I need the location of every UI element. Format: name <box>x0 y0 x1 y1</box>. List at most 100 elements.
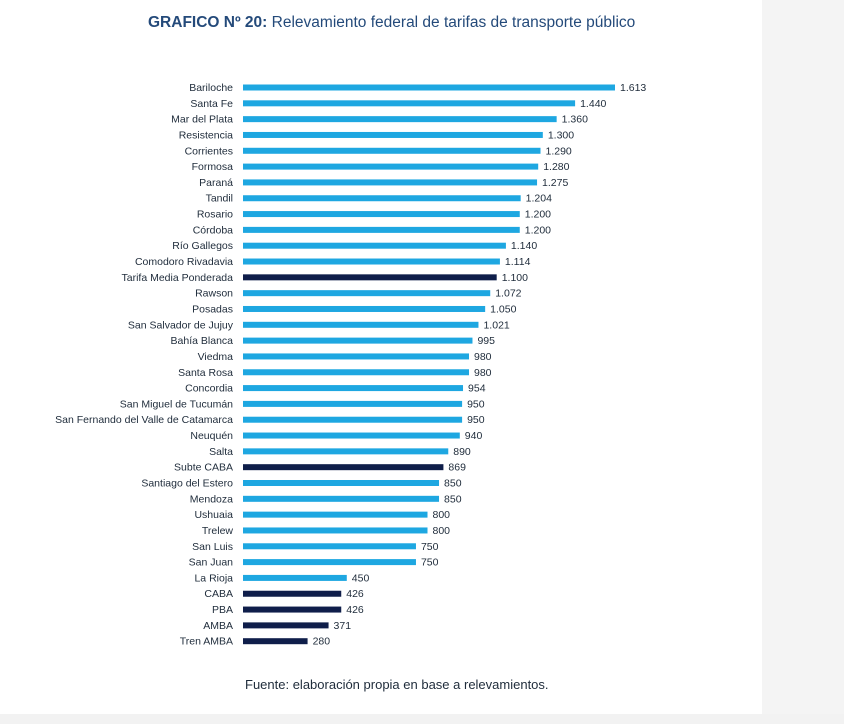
chart-title-prefix: GRAFICO Nº 20: <box>148 14 268 31</box>
bar-posadas <box>243 305 486 312</box>
category-label-posadas: Posadas <box>192 303 233 315</box>
bar-pba <box>243 606 342 613</box>
bar-santiago-del-estero <box>243 480 440 486</box>
value-label-san-salvador-de-jujuy: 1.021 <box>483 319 509 331</box>
bar-santa-rosa <box>243 369 470 376</box>
bar-comodoro-rivadavia <box>243 258 500 265</box>
bar-san-miguel-de-tucuman <box>243 400 463 407</box>
value-label-tren-amba: 280 <box>313 636 331 648</box>
bar-cordoba <box>243 226 520 233</box>
value-label-san-fernando-del-valle-de-catamarca: 950 <box>467 414 485 426</box>
category-label-amba: AMBA <box>203 620 233 632</box>
value-label-trelew: 800 <box>433 525 451 537</box>
bar-san-salvador-de-jujuy <box>243 321 479 328</box>
page-bottom-strip <box>0 714 844 724</box>
category-label-neuquen: Neuquén <box>190 430 233 442</box>
value-label-caba: 426 <box>346 588 364 600</box>
chart-title: GRAFICO Nº 20: Relevamiento federal de t… <box>148 14 748 32</box>
category-label-bariloche: Bariloche <box>189 82 233 94</box>
value-label-corrientes: 1.290 <box>546 145 572 157</box>
value-label-rawson: 1.072 <box>495 288 521 300</box>
value-label-san-juan: 750 <box>421 557 439 569</box>
bar-rosario <box>243 211 520 218</box>
value-label-la-rioja: 450 <box>352 572 370 584</box>
bar-resistencia <box>243 131 543 138</box>
value-label-santa-fe: 1.440 <box>580 98 606 110</box>
bar-concordia <box>243 385 464 392</box>
category-label-mar-del-plata: Mar del Plata <box>171 114 233 126</box>
bar-rio-gallegos <box>243 242 506 249</box>
category-label-comodoro-rivadavia: Comodoro Rivadavia <box>135 256 233 268</box>
category-label-parana: Paraná <box>199 177 233 189</box>
category-label-trelew: Trelew <box>202 525 234 537</box>
bar-bahia-blanca <box>243 337 473 344</box>
value-label-rio-gallegos: 1.140 <box>511 240 537 252</box>
page-gutter <box>762 0 844 724</box>
bar-parana <box>243 179 538 186</box>
category-label-corrientes: Corrientes <box>185 145 233 157</box>
value-label-rosario: 1.200 <box>525 209 551 221</box>
value-label-neuquen: 940 <box>465 430 483 442</box>
value-label-pba: 426 <box>346 604 364 616</box>
category-label-rio-gallegos: Río Gallegos <box>172 240 233 252</box>
category-label-san-luis: San Luis <box>192 541 233 553</box>
bar-caba <box>243 590 342 597</box>
bar-rawson <box>243 290 491 297</box>
category-label-tandil: Tandil <box>206 193 233 205</box>
value-label-santa-rosa: 980 <box>474 367 492 379</box>
value-label-mar-del-plata: 1.360 <box>562 114 588 126</box>
category-label-subte-caba: Subte CABA <box>174 462 233 474</box>
value-label-resistencia: 1.300 <box>548 129 574 141</box>
bar-neuquen <box>243 432 460 439</box>
value-label-bariloche: 1.613 <box>620 82 646 94</box>
value-label-formosa: 1.280 <box>543 161 569 173</box>
category-label-san-salvador-de-jujuy: San Salvador de Jujuy <box>128 319 234 331</box>
category-label-caba: CABA <box>204 588 233 600</box>
category-label-la-rioja: La Rioja <box>194 572 233 584</box>
bar-amba <box>243 622 329 629</box>
category-label-san-fernando-del-valle-de-catamarca: San Fernando del Valle de Catamarca <box>55 414 233 426</box>
bar-tandil <box>243 195 521 202</box>
value-label-cordoba: 1.200 <box>525 224 551 236</box>
chart-source-note: Fuente: elaboración propia en base a rel… <box>245 677 549 692</box>
value-label-bahia-blanca: 995 <box>477 335 495 347</box>
category-label-tarifa-media-ponderada: Tarifa Media Ponderada <box>122 272 234 284</box>
category-label-rosario: Rosario <box>197 209 233 221</box>
category-label-santiago-del-estero: Santiago del Estero <box>141 478 233 490</box>
value-label-posadas: 1.050 <box>490 303 516 315</box>
bar-corrientes <box>243 147 541 154</box>
category-label-pba: PBA <box>212 604 233 616</box>
category-label-formosa: Formosa <box>192 161 234 173</box>
value-label-san-miguel-de-tucuman: 950 <box>467 398 485 410</box>
category-label-salta: Salta <box>209 446 233 458</box>
value-label-ushuaia: 800 <box>433 509 451 521</box>
bar-san-juan <box>243 559 416 566</box>
bar-la-rioja <box>243 574 347 581</box>
bar-ushuaia <box>243 511 428 518</box>
category-label-san-miguel-de-tucuman: San Miguel de Tucumán <box>120 398 233 410</box>
category-label-santa-rosa: Santa Rosa <box>178 367 233 379</box>
value-label-amba: 371 <box>334 620 352 632</box>
value-label-santiago-del-estero: 850 <box>444 478 462 490</box>
value-label-subte-caba: 869 <box>448 462 466 474</box>
bar-mar-del-plata <box>243 116 557 123</box>
value-label-comodoro-rivadavia: 1.114 <box>505 256 531 268</box>
category-label-resistencia: Resistencia <box>179 129 233 141</box>
bar-san-luis <box>243 543 416 550</box>
category-label-ushuaia: Ushuaia <box>194 509 233 521</box>
category-label-viedma: Viedma <box>198 351 234 363</box>
bar-mendoza <box>243 495 440 502</box>
value-label-salta: 890 <box>453 446 471 458</box>
value-label-tarifa-media-ponderada: 1.100 <box>502 272 528 284</box>
category-label-cordoba: Córdoba <box>193 224 233 236</box>
bar-santa-fe <box>243 100 576 107</box>
value-label-tandil: 1.204 <box>526 193 552 205</box>
value-label-concordia: 954 <box>468 383 486 395</box>
category-label-san-juan: San Juan <box>189 557 234 569</box>
bar-bariloche <box>243 84 615 91</box>
bar-viedma <box>243 353 470 360</box>
category-label-concordia: Concordia <box>185 383 233 395</box>
bar-tren-amba <box>243 638 308 645</box>
bar-tarifa-media-ponderada <box>243 274 497 281</box>
